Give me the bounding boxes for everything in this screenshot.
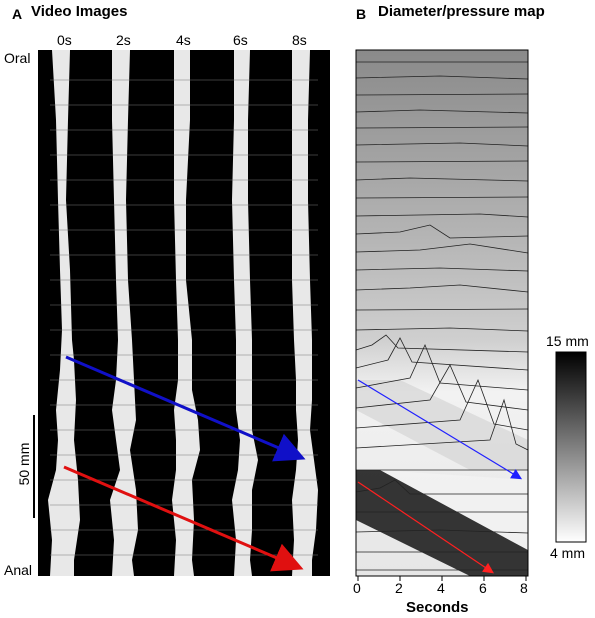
video-image-panel [38,50,330,576]
panel-b-letter: B [356,6,367,22]
anal-label: Anal [4,562,33,578]
oral-label: Oral [4,50,31,66]
x-axis-label: Seconds [406,599,469,616]
pressure-traces [355,61,529,571]
colorbar [555,351,587,543]
diameter-map-panel [355,49,529,581]
colorbar-min-label: 4 mm [550,545,585,561]
contraction-arrow-lower-b [357,481,494,574]
time-label-4s: 4s [176,32,191,48]
x-tick-8: 8 [520,580,528,596]
panel-a-letter: A [12,6,23,22]
contraction-arrow-upper-b [357,379,523,480]
x-ticks [357,576,527,581]
colorbar-max-label: 15 mm [546,333,589,349]
x-tick-0: 0 [353,580,361,596]
contraction-arrow-upper-a [65,355,306,462]
grid-lines [50,79,318,556]
time-label-2s: 2s [116,32,131,48]
time-label-0s: 0s [57,32,72,48]
x-tick-6: 6 [479,580,487,596]
x-tick-2: 2 [395,580,403,596]
panel-b-title: Diameter/pressure map [378,3,545,20]
contraction-arrow-lower-a [63,465,304,572]
x-tick-4: 4 [437,580,445,596]
time-label-6s: 6s [233,32,248,48]
gut-segments [48,50,318,576]
panel-a-title: Video Images [31,3,128,20]
time-label-8s: 8s [292,32,307,48]
